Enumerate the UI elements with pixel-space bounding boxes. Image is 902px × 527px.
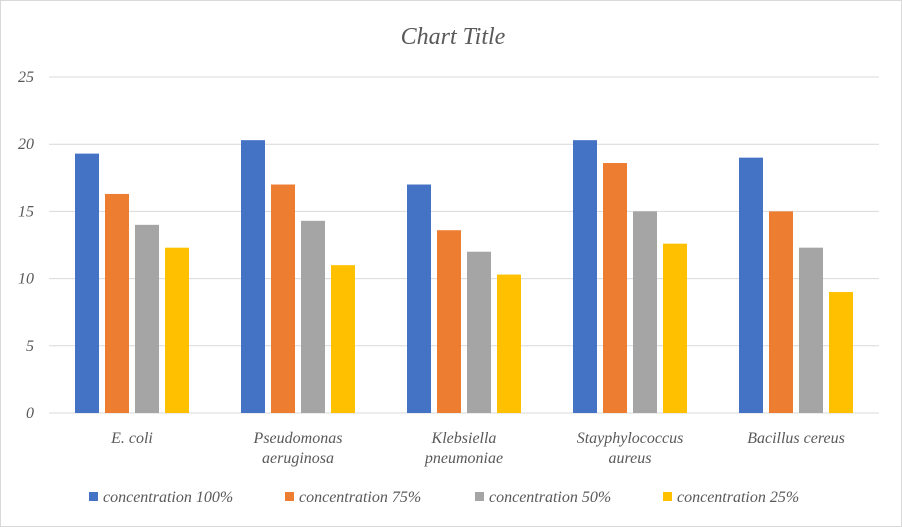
bar-1-2 [241,140,265,413]
bar-3-2 [301,220,325,413]
bar-3-1 [135,224,159,413]
y-tick-label: 20 [18,136,34,153]
legend-swatch [663,492,672,501]
bar-2-5 [769,211,793,413]
x-axis-categories: E. coli Pseudomonas aeruginosa Klebsiella pn… [110,430,845,467]
bar-2-4 [603,163,627,413]
y-tick-label: 15 [18,203,34,220]
bar-3-4 [633,211,657,413]
legend-label: concentration 100% [103,489,233,506]
category-label: Pseudomonas [253,430,343,447]
legend-swatch [89,492,98,501]
chart-title: Chart Title [401,24,506,50]
legend: concentration 100% concentration 75% conce… [89,489,799,506]
bar-4-3 [497,274,521,413]
category-label: aureus [609,450,652,467]
category-label: Stayphylococcus [577,430,684,447]
category-label: aeruginosa [262,450,334,467]
bar-2-2 [271,184,295,413]
bar-4-4 [663,243,687,413]
bars [75,140,853,413]
legend-swatch [285,492,294,501]
category-label: pneumoniae [424,450,503,467]
legend-label: concentration 75% [299,489,421,506]
bar-3-3 [467,251,491,413]
category-label: E. coli [110,430,153,447]
bar-2-3 [437,230,461,413]
legend-swatch [475,492,484,501]
y-tick-label: 25 [18,69,34,86]
y-tick-label: 10 [18,271,34,288]
bar-1-1 [75,153,99,413]
y-tick-label: 5 [26,338,34,355]
y-axis-ticks: 0 5 10 15 20 25 [18,69,34,422]
category-label: Bacillus cereus [747,430,845,447]
category-label: Klebsiella [431,430,497,447]
bar-3-5 [799,247,823,413]
bar-2-1 [105,193,129,413]
legend-label: concentration 25% [677,489,799,506]
bar-4-2 [331,265,355,413]
bar-1-3 [407,184,431,413]
legend-label: concentration 50% [489,489,611,506]
bar-1-5 [739,157,763,413]
bar-4-5 [829,292,853,413]
bar-4-1 [165,247,189,413]
bar-1-4 [573,140,597,413]
y-tick-label: 0 [26,405,34,422]
